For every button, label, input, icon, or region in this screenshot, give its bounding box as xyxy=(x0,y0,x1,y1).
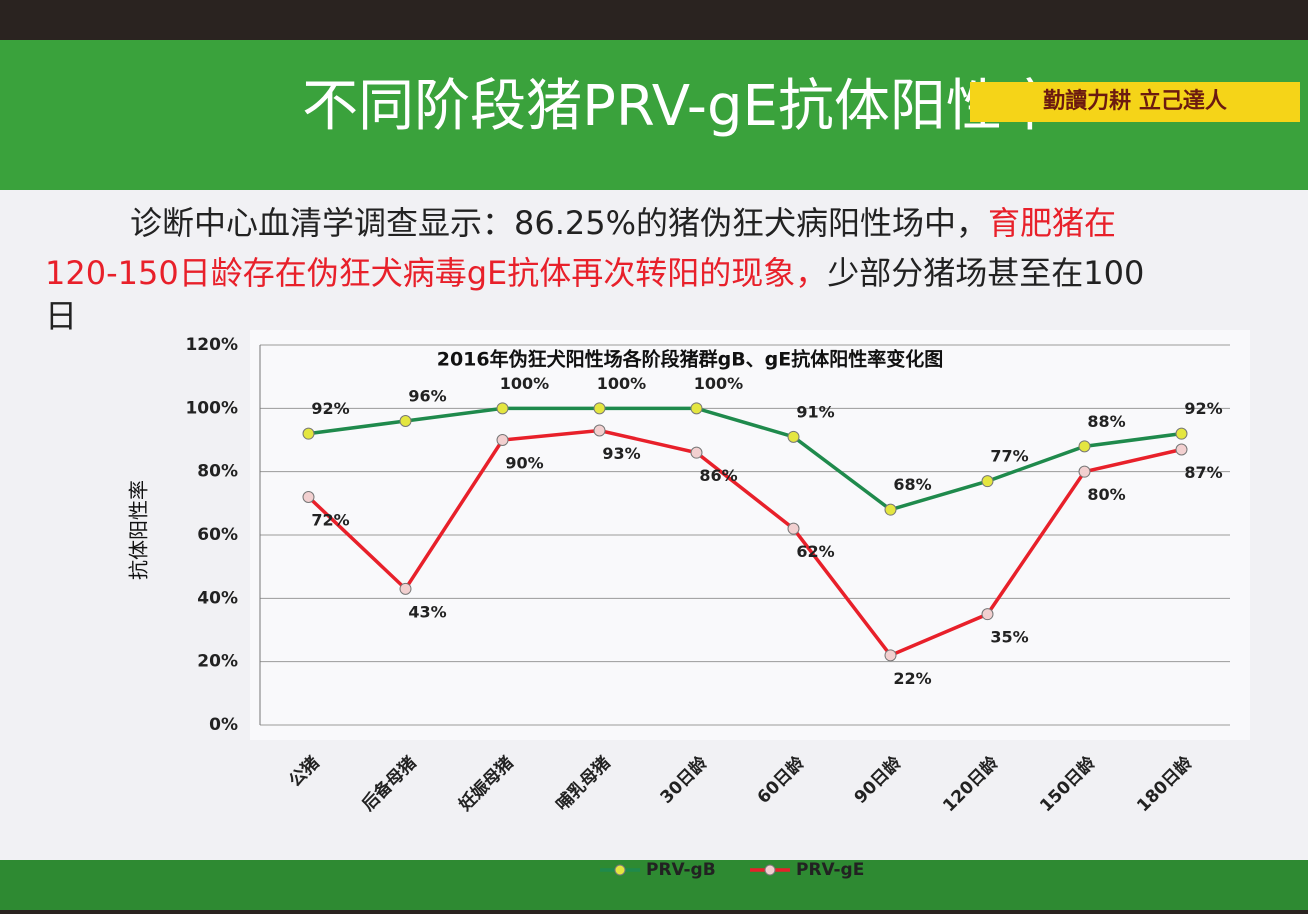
point-marker xyxy=(1078,440,1091,453)
point-marker xyxy=(981,608,994,621)
point-marker xyxy=(496,402,509,415)
slide-title: 不同阶段猪PRV-gE抗体阳性率 xyxy=(302,74,1058,139)
paragraph-line: 日 xyxy=(45,297,77,335)
text-run: 诊断中心血清学调查显示：86.25%的猪伪狂犬病阳性场中， xyxy=(130,204,988,242)
data-label: 72% xyxy=(311,511,349,530)
paragraph: 诊断中心血清学调查显示：86.25%的猪伪狂犬病阳性场中，育肥猪在 120-150… xyxy=(45,204,1144,335)
point-marker xyxy=(302,427,315,440)
y-tick-label: 60% xyxy=(197,525,238,545)
data-label: 92% xyxy=(1184,399,1222,418)
point-marker xyxy=(787,522,800,535)
chart-title: 2016年伪狂犬阳性场各阶段猪群gB、gE抗体阳性率变化图 xyxy=(437,348,944,371)
legend-marker xyxy=(614,864,626,876)
legend-label: PRV-gB xyxy=(646,860,716,880)
text-run: 日 xyxy=(45,297,77,335)
point-marker xyxy=(981,475,994,488)
point-marker xyxy=(399,582,412,595)
point-marker xyxy=(302,491,315,503)
y-tick-label: 20% xyxy=(197,652,238,672)
data-label: 22% xyxy=(893,669,931,688)
y-tick-label: 120% xyxy=(185,335,238,355)
point-marker xyxy=(787,430,800,443)
legend-marker xyxy=(764,864,776,876)
data-label: 100% xyxy=(500,374,549,393)
chart: 0%20%40%60%80%100%120%公猪 后备母猪 妊娠母猪 哺乳母猪 30日龄… xyxy=(185,335,1230,880)
paragraph-line: 诊断中心血清学调查显示：86.25%的猪伪狂犬病阳性场中，育肥猪在 xyxy=(130,204,1116,242)
text-run: 少部分猪场甚至在100 xyxy=(827,254,1144,292)
paragraph-line: 120-150日龄存在伪狂犬病毒gE抗体再次转阳的现象，少部分猪场甚至在100 xyxy=(45,254,1144,292)
data-label: 80% xyxy=(1087,485,1125,504)
data-label: 93% xyxy=(602,444,640,463)
point-marker xyxy=(1078,465,1091,478)
data-label: 91% xyxy=(796,402,834,421)
data-label: 96% xyxy=(408,387,446,406)
data-label: 35% xyxy=(990,628,1028,647)
data-label: 86% xyxy=(699,466,737,485)
data-label: 62% xyxy=(796,542,834,561)
y-tick-label: 40% xyxy=(197,588,238,608)
data-label: 100% xyxy=(597,374,646,393)
text-run: 育肥猪在 xyxy=(988,204,1116,242)
y-axis-label: 抗体阳性率 xyxy=(127,480,151,580)
data-label: 68% xyxy=(893,475,931,494)
series-line xyxy=(308,406,1182,512)
data-label: 92% xyxy=(311,399,349,418)
point-marker xyxy=(593,424,606,437)
y-tick-label: 0% xyxy=(209,715,238,735)
data-label: 87% xyxy=(1184,463,1222,482)
data-label: 90% xyxy=(505,454,543,473)
footer-band xyxy=(0,860,1308,910)
data-label: 100% xyxy=(694,374,743,393)
point-marker xyxy=(496,434,509,446)
data-label: 77% xyxy=(990,447,1028,466)
data-label: 88% xyxy=(1087,412,1125,431)
text-run: 120-150日龄存在伪狂犬病毒gE抗体再次转阳的现象， xyxy=(45,254,827,292)
motto: 勤讀力耕 立己達人 xyxy=(1043,88,1227,114)
point-marker xyxy=(884,649,897,662)
motto-box xyxy=(970,82,1300,122)
point-marker xyxy=(690,446,703,459)
series-line xyxy=(307,428,1182,658)
point-marker xyxy=(593,402,606,415)
data-label: 43% xyxy=(408,602,446,621)
point-marker xyxy=(1175,427,1188,440)
y-tick-label: 80% xyxy=(197,462,238,482)
point-marker xyxy=(399,415,412,427)
legend-label: PRV-gE xyxy=(796,860,864,880)
point-marker xyxy=(1175,443,1188,456)
point-marker xyxy=(690,402,703,415)
point-marker xyxy=(884,503,897,516)
y-tick-label: 100% xyxy=(185,398,238,418)
